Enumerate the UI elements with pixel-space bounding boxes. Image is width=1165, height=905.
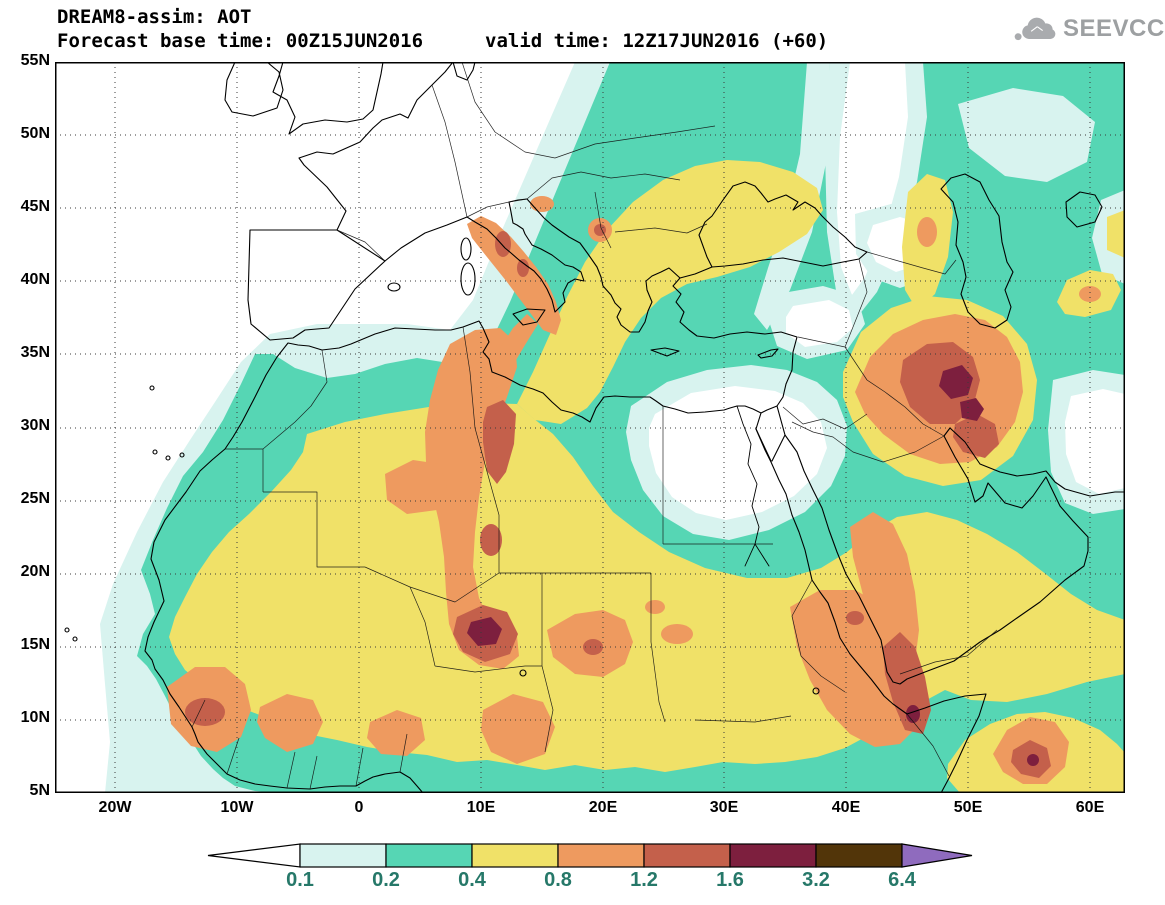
colorbar-seg-3.2-6.4 xyxy=(815,843,903,868)
chart-subtitle: Forecast base time: 00Z15JUN2016 valid ti… xyxy=(57,30,828,52)
colorbar-seg-0.1-0.2 xyxy=(299,843,387,868)
colorbar xyxy=(207,843,973,868)
colorbar-label-1.2: 1.2 xyxy=(630,869,658,891)
contour-fill-layer xyxy=(55,62,1125,793)
lat-label-20n: 20N xyxy=(20,563,50,580)
map-frame xyxy=(55,62,1125,793)
aot-contour-map xyxy=(55,61,1126,794)
seevccc-logo: SEEVCCC xyxy=(1012,14,1165,44)
lat-label-40n: 40N xyxy=(20,271,50,288)
lon-label-10e: 10E xyxy=(466,799,496,816)
colorbar-label-0.2: 0.2 xyxy=(372,869,400,891)
lat-label-35n: 35N xyxy=(20,344,50,361)
page-title: DREAM8-assim: AOT xyxy=(57,6,252,28)
colorbar-label-0.8: 0.8 xyxy=(544,869,572,891)
cloud-icon xyxy=(1014,17,1056,41)
colorbar-seg-1.6-3.2 xyxy=(729,843,817,868)
colorbar-seg-0.4-0.8 xyxy=(471,843,559,868)
lat-label-30n: 30N xyxy=(20,417,50,434)
lon-label-20w: 20W xyxy=(98,799,132,816)
logo-text: SEEVCCC xyxy=(1063,15,1165,42)
lon-label-10w: 10W xyxy=(220,799,254,816)
colorbar-seg-0.2-0.4 xyxy=(385,843,473,868)
lat-label-10n: 10N xyxy=(20,709,50,726)
lat-label-15n: 15N xyxy=(20,636,50,653)
colorbar-label-6.4: 6.4 xyxy=(888,869,916,891)
colorbar-left-arrow xyxy=(207,843,301,868)
lat-label-5n: 5N xyxy=(29,782,50,799)
colorbar-right-arrow xyxy=(901,843,973,868)
valid-time: valid time: 12Z17JUN2016 (+60) xyxy=(485,30,829,52)
colorbar-seg-1.2-1.6 xyxy=(643,843,731,868)
lon-label-0: 0 xyxy=(354,799,364,816)
lat-label-45n: 45N xyxy=(20,198,50,215)
colorbar-label-1.6: 1.6 xyxy=(716,869,744,891)
border-layer xyxy=(191,61,998,790)
forecast-base-time: Forecast base time: 00Z15JUN2016 xyxy=(57,30,424,52)
lat-label-25n: 25N xyxy=(20,490,50,507)
colorbar-seg-0.8-1.2 xyxy=(557,843,645,868)
lat-label-50n: 50N xyxy=(20,125,50,142)
lon-label-40e: 40E xyxy=(831,799,861,816)
colorbar-label-0.4: 0.4 xyxy=(458,869,486,891)
map-area xyxy=(55,61,1126,794)
gridline-layer xyxy=(55,62,1125,793)
colorbar-label-3.2: 3.2 xyxy=(802,869,830,891)
lon-label-30e: 30E xyxy=(709,799,739,816)
lon-label-50e: 50E xyxy=(953,799,983,816)
lon-label-60e: 60E xyxy=(1075,799,1105,816)
lon-label-20e: 20E xyxy=(588,799,618,816)
lat-label-55n: 55N xyxy=(20,52,50,69)
colorbar-label-0.1: 0.1 xyxy=(286,869,314,891)
